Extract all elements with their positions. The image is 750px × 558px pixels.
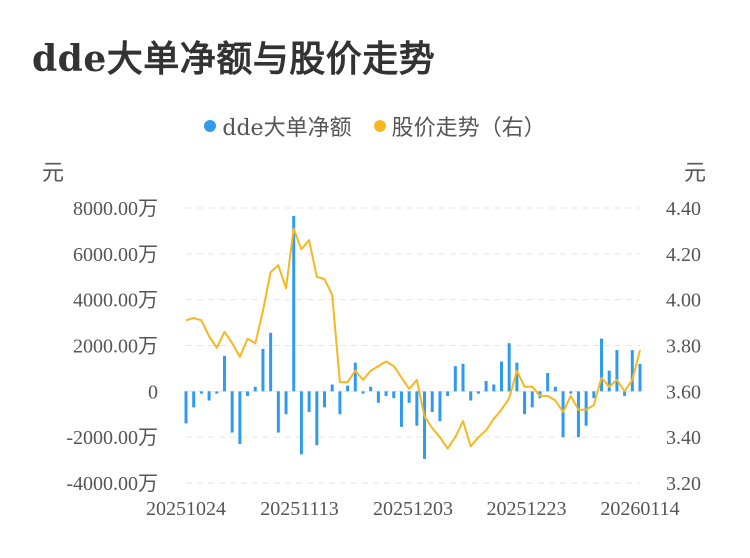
bar [476, 391, 480, 394]
bar [523, 391, 527, 415]
bar [369, 386, 373, 392]
bar [546, 373, 550, 392]
bar [330, 384, 334, 392]
bar [261, 348, 265, 392]
legend-dot-price [373, 120, 386, 132]
bar [199, 391, 203, 394]
right-tick-label: 4.00 [666, 290, 701, 312]
bar [315, 391, 319, 446]
bar [323, 391, 327, 408]
bar [253, 386, 257, 392]
x-tick-label: 20260114 [600, 498, 679, 520]
bar [238, 391, 242, 445]
bar [461, 363, 465, 392]
bar [276, 391, 280, 433]
bar [292, 216, 296, 392]
left-tick-label: -4000.00万 [66, 473, 158, 495]
bar [507, 343, 511, 392]
bar [530, 391, 534, 408]
right-tick-label: 3.80 [666, 336, 701, 358]
x-tick-label: 20251223 [487, 498, 567, 520]
bar [192, 391, 196, 408]
left-tick-label: 4000.00万 [73, 290, 158, 312]
left-tick-label: 8000.00万 [73, 198, 158, 220]
left-axis-unit: 元 [42, 161, 65, 186]
bar [353, 362, 357, 392]
bar [384, 391, 388, 396]
legend-label-price: 股价走势（右） [391, 116, 546, 141]
legend-dot-dde [204, 120, 217, 132]
bar [346, 385, 350, 392]
right-tick-label: 3.20 [666, 473, 701, 495]
bar [607, 370, 611, 392]
bar [484, 381, 488, 392]
legend-item-dde[interactable]: dde大单净额 [204, 110, 352, 142]
right-tick-label: 3.60 [666, 381, 701, 403]
bar [638, 363, 642, 392]
bar [215, 391, 219, 394]
bar [499, 361, 503, 392]
left-tick-label: -2000.00万 [66, 427, 158, 449]
bar [630, 350, 634, 392]
bar [269, 332, 273, 392]
legend-label-dde: dde大单净额 [222, 116, 352, 141]
bar [492, 384, 496, 392]
legend: dde大单净额 股价走势（右） [0, 110, 750, 142]
bar [592, 391, 596, 399]
bar [423, 391, 427, 459]
bar [561, 391, 565, 438]
right-axis-unit: 元 [684, 161, 707, 186]
bar [623, 391, 627, 396]
price-line [185, 227, 641, 450]
x-tick-label: 20251024 [146, 498, 226, 520]
right-tick-label: 4.20 [666, 244, 701, 266]
bar [392, 391, 396, 399]
bar [569, 391, 573, 394]
right-tick-label: 4.40 [666, 198, 701, 220]
legend-item-price[interactable]: 股价走势（右） [373, 110, 546, 142]
x-tick-label: 20251113 [260, 498, 339, 520]
bar [576, 391, 580, 438]
bar [376, 391, 380, 403]
bar [222, 355, 226, 392]
bar [399, 391, 403, 427]
bar [284, 391, 288, 415]
bar [415, 391, 419, 426]
bar [615, 350, 619, 392]
bar [307, 391, 311, 412]
bar [553, 386, 557, 392]
bar [515, 362, 519, 392]
bar [184, 391, 188, 424]
bar [407, 391, 411, 403]
x-tick-label: 20251203 [373, 498, 453, 520]
bar [299, 391, 303, 455]
chart-title: dde大单净额与股价走势 [32, 38, 436, 80]
bar [361, 391, 365, 394]
bar [438, 391, 442, 422]
bar [600, 338, 604, 392]
bar [430, 391, 434, 412]
left-tick-label: 0 [148, 381, 158, 403]
bar [338, 391, 342, 415]
bar [246, 391, 250, 396]
left-tick-label: 2000.00万 [73, 336, 158, 358]
right-tick-label: 3.40 [666, 427, 701, 449]
bar [446, 391, 450, 396]
bar [207, 391, 211, 401]
bar [230, 391, 234, 433]
bar [453, 366, 457, 392]
left-tick-label: 6000.00万 [73, 244, 158, 266]
bar [469, 391, 473, 401]
